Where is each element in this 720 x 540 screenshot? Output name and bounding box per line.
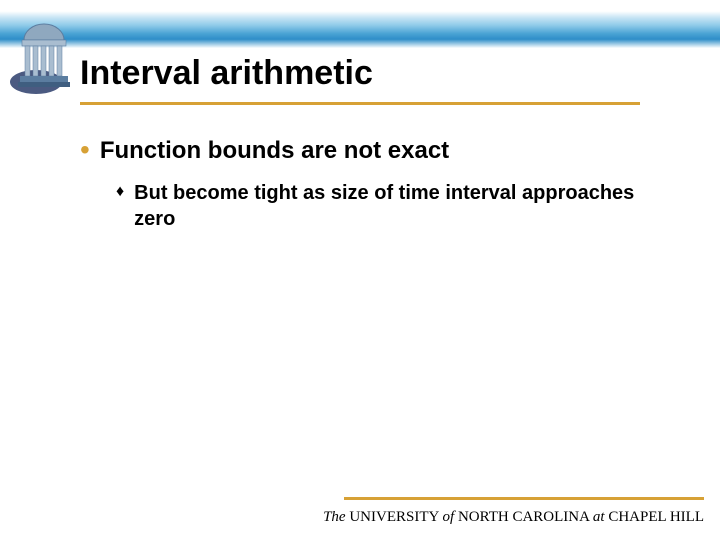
footer-part-0: The <box>323 509 349 525</box>
bullet-marker: • <box>80 136 90 164</box>
footer-part-3: NORTH CAROLINA <box>458 509 593 525</box>
footer-part-2: of <box>443 509 458 525</box>
sub-bullet-text: But become tight as size of time interva… <box>134 180 660 232</box>
content-area: • Function bounds are not exact ♦ But be… <box>80 136 660 232</box>
sub-bullet-item: ♦ But become tight as size of time inter… <box>116 180 660 232</box>
footer-underline <box>344 497 704 500</box>
footer-part-1: UNIVERSITY <box>349 509 442 525</box>
footer-part-4: at <box>593 509 608 525</box>
header-band <box>0 0 720 56</box>
title-underline <box>80 102 640 105</box>
slide-title: Interval arithmetic <box>80 54 373 93</box>
bullet-text: Function bounds are not exact <box>100 136 449 166</box>
footer-part-5: CHAPEL HILL <box>608 509 704 525</box>
footer-text: The UNIVERSITY of NORTH CAROLINA at CHAP… <box>323 509 704 526</box>
unc-well-logo <box>8 20 80 98</box>
sub-bullet-marker: ♦ <box>116 180 124 204</box>
bullet-item: • Function bounds are not exact <box>80 136 660 166</box>
